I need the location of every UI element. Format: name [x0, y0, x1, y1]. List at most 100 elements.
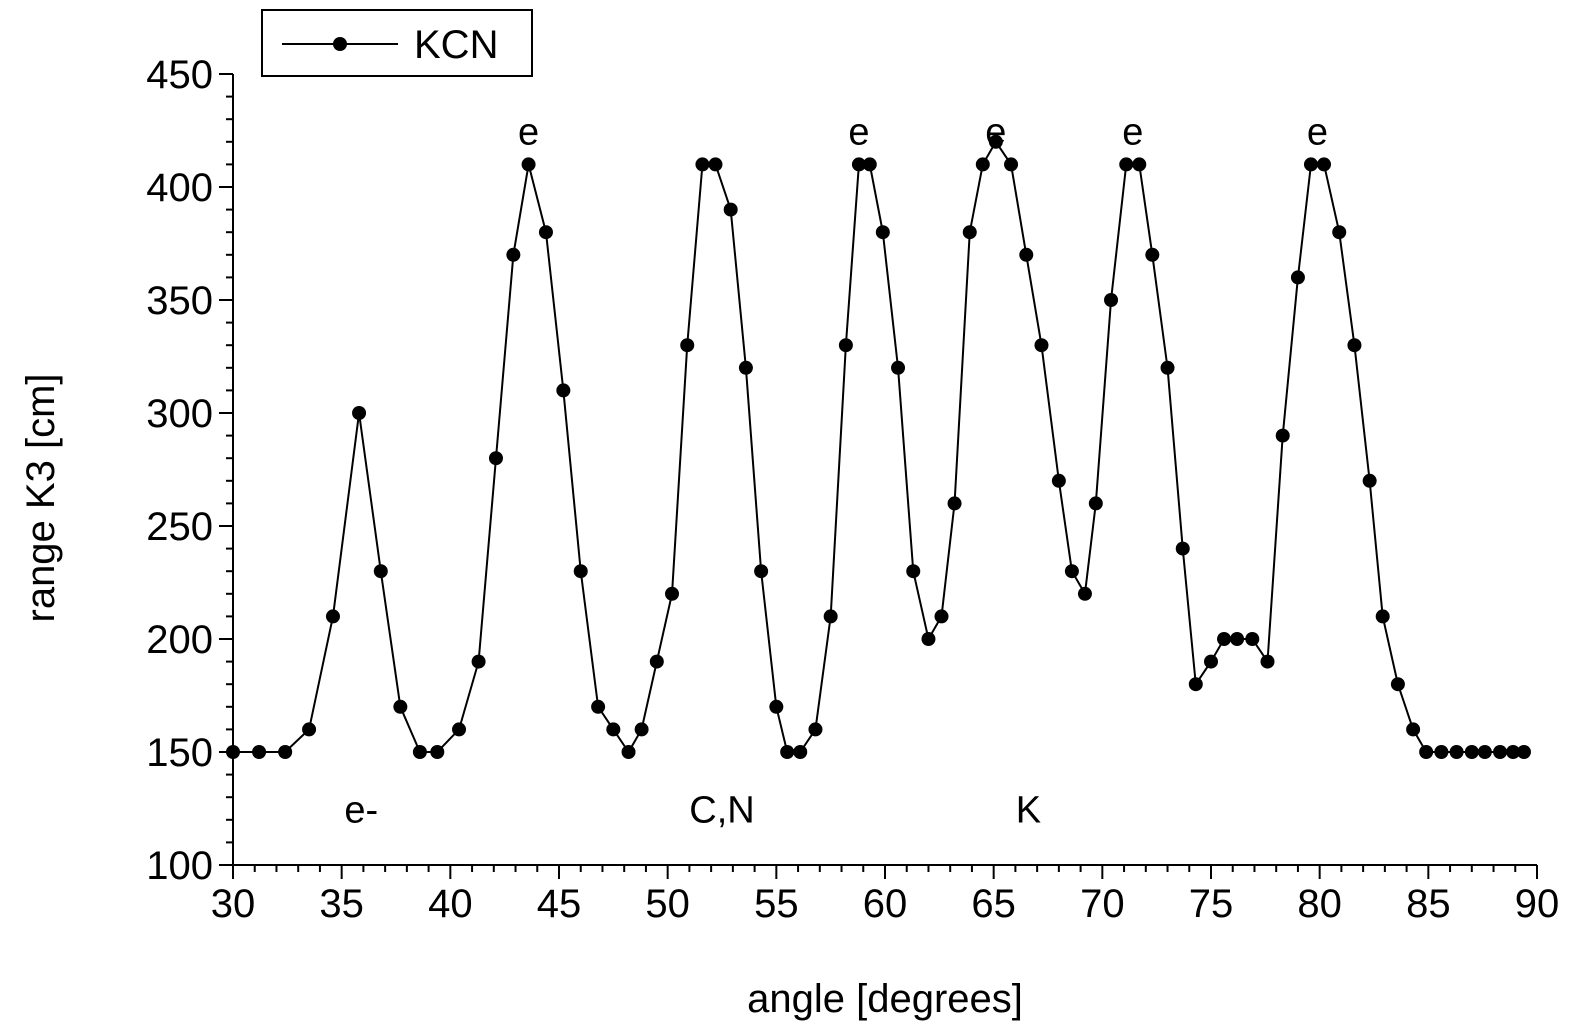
- data-point: [680, 338, 695, 353]
- data-point: [556, 383, 571, 398]
- y-tick-label: 400: [146, 166, 213, 210]
- data-point: [708, 157, 723, 172]
- data-point: [754, 564, 769, 579]
- series-line-kcn: [233, 139, 1524, 754]
- data-point: [875, 225, 890, 240]
- data-point: [1390, 677, 1405, 692]
- data-point: [738, 360, 753, 375]
- data-point: [252, 745, 267, 759]
- data-point: [471, 654, 486, 669]
- data-point: [1160, 360, 1175, 375]
- data-point: [1406, 722, 1421, 737]
- annotation-label: e: [518, 112, 539, 154]
- data-point: [521, 157, 536, 172]
- data-point: [1088, 496, 1103, 511]
- x-tick-label: 60: [863, 882, 908, 926]
- x-tick-label: 85: [1406, 882, 1451, 926]
- data-point: [488, 451, 503, 466]
- data-point: [1175, 541, 1190, 556]
- data-point: [1004, 157, 1019, 172]
- x-tick-label: 65: [971, 882, 1016, 926]
- data-point: [1275, 428, 1290, 443]
- data-point: [606, 722, 621, 737]
- data-point: [1290, 270, 1305, 285]
- data-point: [452, 722, 467, 737]
- data-point: [1493, 745, 1508, 759]
- x-tick-label: 90: [1515, 882, 1560, 926]
- data-point: [823, 609, 838, 624]
- legend-marker: [333, 37, 347, 51]
- legend-label: KCN: [414, 23, 498, 67]
- data-point: [1260, 654, 1275, 669]
- x-axis-title: angle [degrees]: [747, 977, 1023, 1021]
- data-point: [1464, 745, 1479, 759]
- data-point: [1449, 745, 1464, 759]
- x-tick-label: 40: [428, 882, 473, 926]
- data-point: [226, 745, 240, 759]
- data-point: [1064, 564, 1079, 579]
- data-point: [947, 496, 962, 511]
- x-tick-label: 80: [1297, 882, 1342, 926]
- data-point: [538, 225, 553, 240]
- data-point: [352, 406, 367, 420]
- data-point: [430, 745, 445, 759]
- data-point: [906, 564, 921, 579]
- data-point: [862, 157, 877, 172]
- y-tick-label: 250: [146, 505, 213, 549]
- data-point: [1034, 338, 1049, 353]
- data-point: [1516, 745, 1531, 759]
- data-point: [1317, 157, 1332, 172]
- y-tick-label: 350: [146, 279, 213, 323]
- data-point: [1104, 293, 1119, 307]
- data-point: [1506, 745, 1521, 759]
- data-point: [780, 745, 795, 759]
- data-point: [975, 157, 990, 172]
- data-point: [412, 745, 427, 759]
- data-point: [621, 745, 636, 759]
- data-point: [1332, 225, 1347, 240]
- x-tick-label: 45: [537, 882, 582, 926]
- annotation-label: e-: [344, 790, 378, 832]
- data-point: [695, 157, 710, 172]
- annotation-label: e: [1307, 112, 1328, 154]
- data-point: [1119, 157, 1134, 172]
- data-point: [1145, 247, 1160, 262]
- data-point: [393, 699, 408, 714]
- data-point: [934, 609, 949, 624]
- x-tick-label: 50: [645, 882, 690, 926]
- y-axis-title: range K3 [cm]: [19, 373, 63, 622]
- x-tick-label: 75: [1189, 882, 1234, 926]
- data-point: [891, 360, 906, 375]
- legend: KCN: [261, 9, 533, 77]
- data-point: [591, 699, 606, 714]
- data-point: [373, 564, 388, 579]
- data-point: [1477, 745, 1492, 759]
- y-tick-label: 450: [146, 53, 213, 97]
- x-tick-label: 70: [1080, 882, 1125, 926]
- series-group: [226, 134, 1531, 759]
- data-point: [1362, 473, 1377, 488]
- data-point: [1019, 247, 1034, 262]
- data-point: [665, 586, 680, 601]
- annotation-label: K: [1016, 790, 1041, 832]
- data-point: [769, 699, 784, 714]
- data-point: [851, 157, 866, 172]
- data-point: [1245, 632, 1260, 646]
- x-tick-label: 55: [754, 882, 799, 926]
- annotation-label: e: [1122, 112, 1143, 154]
- data-point: [506, 247, 521, 262]
- axes: [232, 74, 1537, 866]
- data-point: [649, 654, 664, 669]
- data-point: [1347, 338, 1362, 353]
- data-point: [1375, 609, 1390, 624]
- annotation-label: C,N: [689, 790, 754, 832]
- data-point: [1188, 677, 1203, 692]
- y-tick-label: 100: [146, 844, 213, 888]
- ticks: 30 35 40 45 50 55 60 65 70 75 80 85 90 100 150 200 250 30…: [146, 53, 1559, 926]
- data-point: [838, 338, 853, 353]
- data-point: [921, 632, 936, 646]
- data-point: [1077, 586, 1092, 601]
- data-point: [1434, 745, 1449, 759]
- data-point: [988, 134, 1003, 149]
